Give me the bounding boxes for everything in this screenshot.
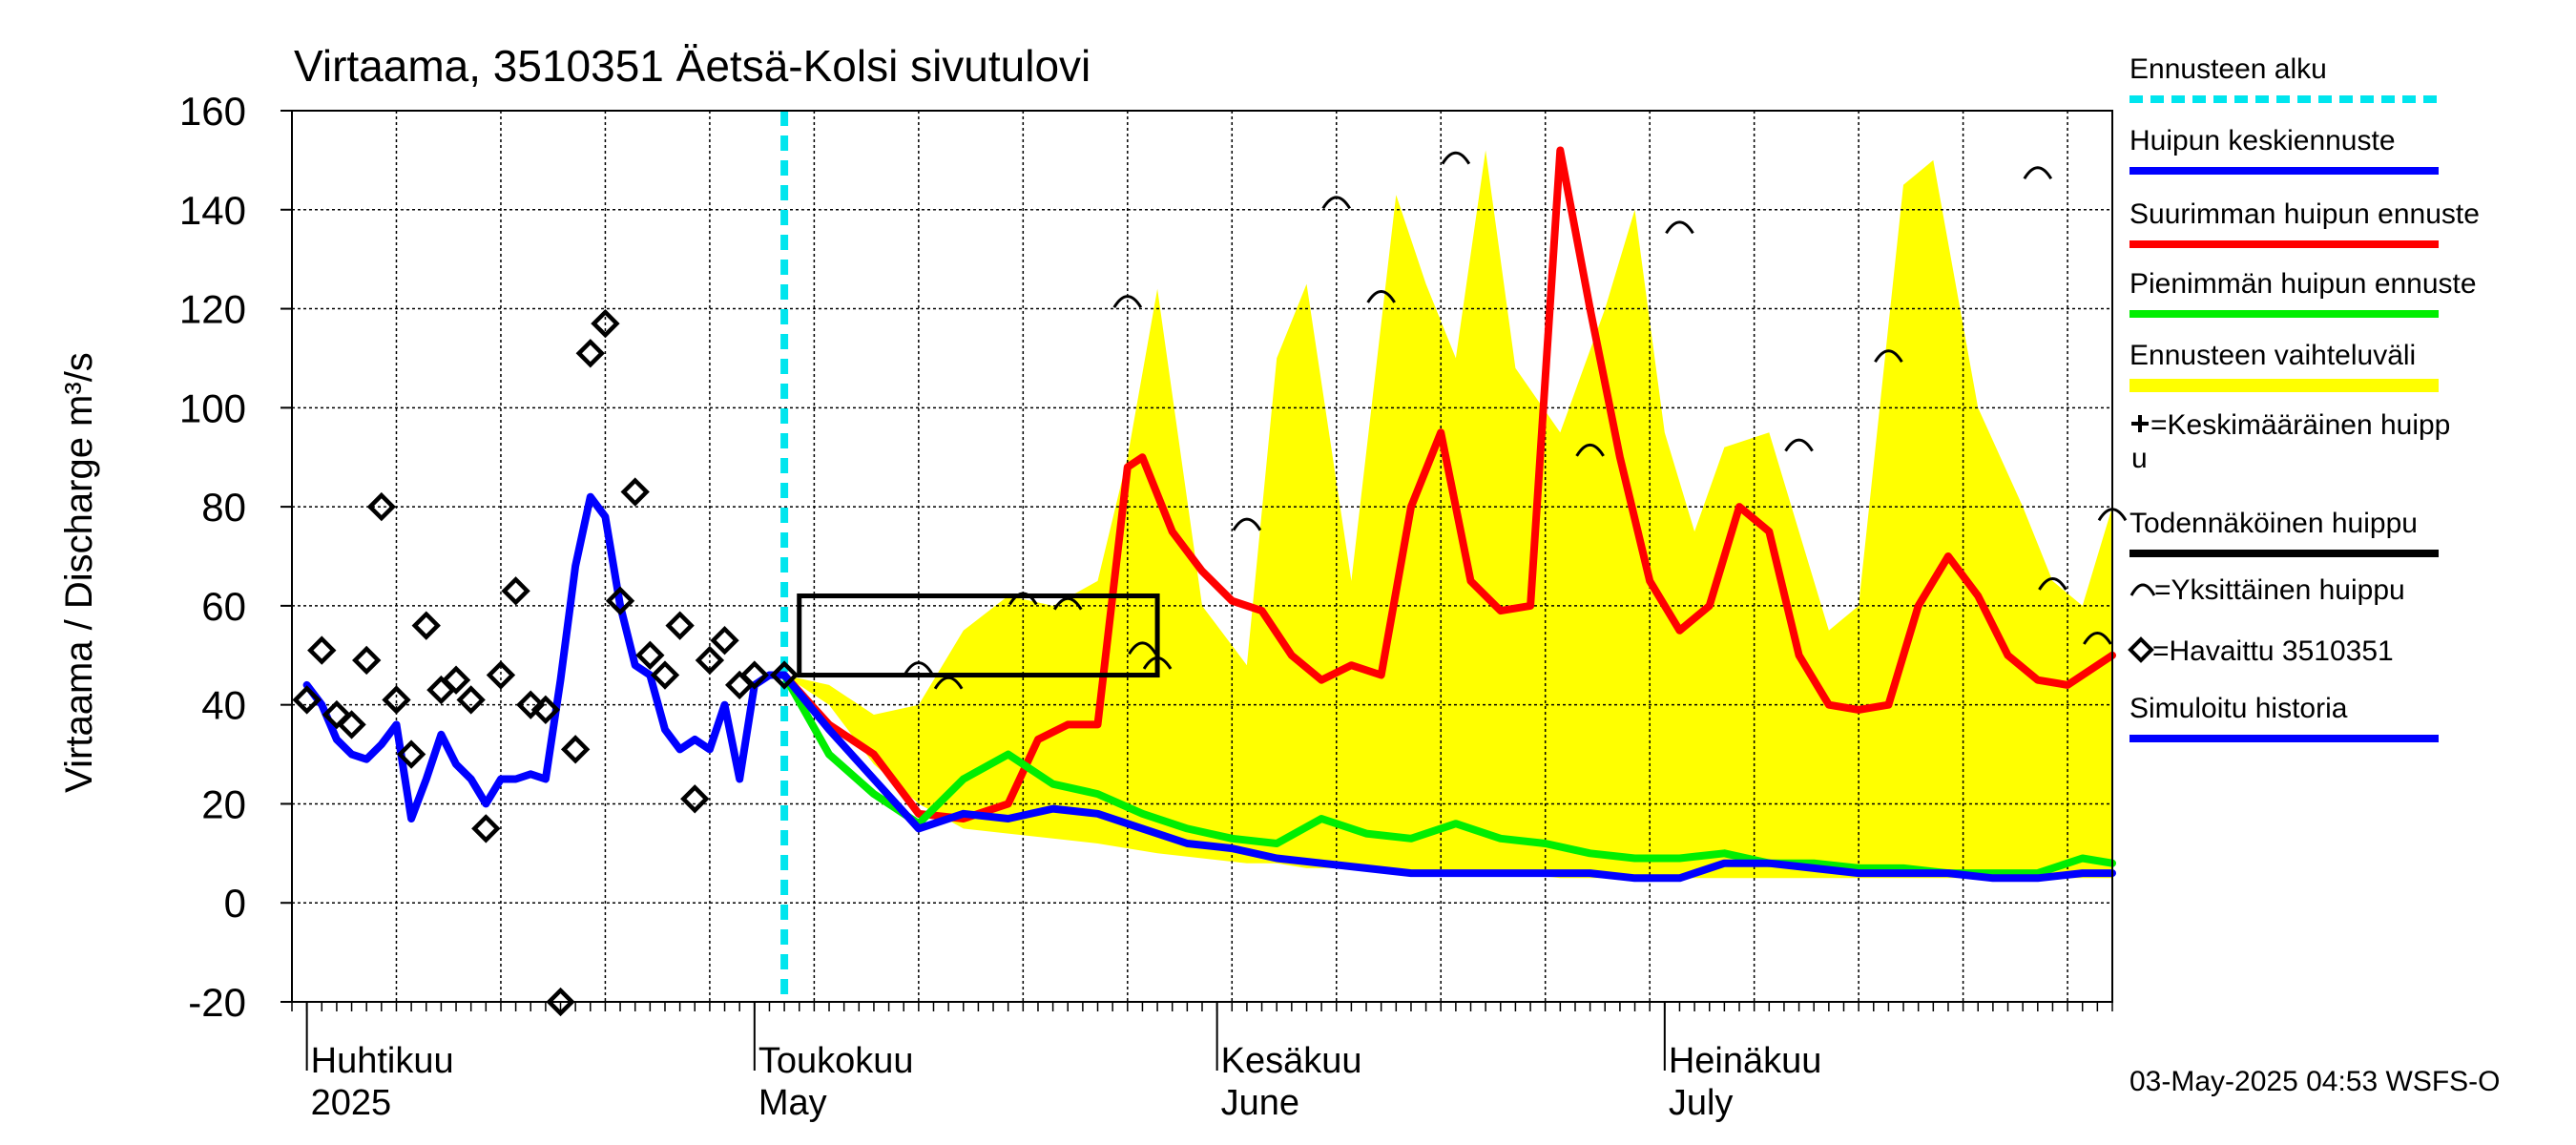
forecast-range-band-layer — [784, 150, 2112, 879]
probable-peak-box — [797, 593, 1160, 678]
single-peak-marker — [1232, 517, 1262, 531]
y-tick-label: 40 — [201, 683, 246, 728]
observed-point — [501, 576, 530, 606]
legend-label: Ennusteen alku — [2129, 53, 2327, 85]
chart-title: Virtaama, 3510351 Äetsä-Kolsi sivutulovi — [294, 41, 1091, 91]
y-tick-label: 160 — [179, 89, 246, 134]
legend-label: =Yksittäinen huippu — [2154, 574, 2405, 606]
month-label-en: May — [758, 1083, 827, 1123]
series-line — [780, 671, 2116, 883]
y-tick-label: 120 — [179, 287, 246, 332]
single-peak-marker — [1008, 592, 1038, 606]
legend-label: Simuloitu historia — [2129, 693, 2348, 724]
observed-point — [620, 477, 650, 507]
legend-symbol-diamond — [2128, 636, 2154, 663]
y-tick-label: 20 — [201, 781, 246, 826]
marker-layer — [292, 151, 2128, 1017]
single-peak-marker — [1052, 596, 1083, 611]
month-label-fi: Toukokuu — [758, 1041, 914, 1081]
single-peak-marker — [1366, 290, 1396, 303]
observed-point — [710, 626, 739, 656]
single-peak-marker — [1142, 656, 1173, 670]
y-tick-label: 60 — [201, 584, 246, 629]
observed-point — [396, 739, 426, 769]
month-label-en: 2025 — [311, 1083, 392, 1123]
series-layer — [302, 111, 2116, 1002]
single-peak-marker — [933, 676, 964, 690]
observed-point — [307, 635, 337, 665]
month-label-fi: Huhtikuu — [311, 1041, 454, 1081]
legend: Ennusteen alku Huipun keskiennuste Suurimm… — [2128, 53, 2480, 742]
y-tick-label: 0 — [224, 881, 246, 926]
y-tick-label: -20 — [188, 980, 246, 1025]
single-peak-marker — [904, 661, 934, 675]
y-axis-label: Virtaama / Discharge m³/s — [58, 352, 100, 793]
legend-label-wrap: u — [2131, 443, 2148, 474]
single-peak-marker — [2083, 632, 2112, 645]
observed-point — [366, 491, 397, 522]
observed-point — [575, 339, 605, 368]
series-line — [302, 492, 789, 822]
observed-point — [605, 586, 635, 615]
series-line — [780, 146, 2116, 822]
month-label-en: July — [1669, 1083, 1734, 1123]
observed-point — [530, 695, 561, 725]
single-peak-marker — [1665, 220, 1694, 235]
legend-label: Todennäköinen huippu — [2129, 508, 2418, 539]
observed-point — [337, 710, 366, 739]
forecast-range-band — [784, 150, 2112, 879]
plot-frame — [291, 110, 2113, 1003]
observed-point — [650, 660, 680, 690]
single-peak-marker — [1784, 438, 1814, 452]
legend-symbol-arc — [2129, 583, 2156, 596]
observed-point — [695, 645, 725, 676]
observed-point — [560, 735, 591, 764]
observed-point — [382, 685, 411, 715]
observed-point — [591, 308, 620, 339]
month-label-en: June — [1221, 1083, 1299, 1123]
y-tick-label: 80 — [201, 485, 246, 530]
single-peak-marker — [1112, 295, 1143, 308]
observed-point — [292, 685, 322, 715]
observed-point — [680, 784, 710, 814]
legend-label: Pienimmän huipun ennuste — [2129, 268, 2477, 300]
observed-point — [352, 645, 382, 676]
y-tick-label: 140 — [179, 188, 246, 233]
single-peak-marker — [2038, 576, 2067, 591]
observed-point — [471, 814, 501, 843]
observed-point — [769, 660, 800, 690]
legend-label: =Havaittu 3510351 — [2152, 635, 2394, 667]
observed-point — [516, 690, 546, 719]
single-peak-marker — [1874, 349, 1903, 364]
month-label-fi: Kesäkuu — [1221, 1041, 1362, 1081]
single-peak-marker — [1128, 641, 1157, 656]
observed-point — [665, 611, 695, 640]
series-line — [780, 671, 2116, 878]
timestamp: 03-May-2025 04:53 WSFS-O — [2129, 1066, 2501, 1097]
legend-label: =Keskimääräinen huipp — [2150, 409, 2450, 441]
observed-point — [411, 611, 441, 640]
observed-point — [486, 660, 516, 690]
observed-point — [441, 665, 471, 695]
month-label-fi: Heinäkuu — [1669, 1041, 1822, 1081]
observed-point — [456, 685, 486, 715]
legend-label: Ennusteen vaihteluväli — [2129, 340, 2416, 371]
single-peak-marker — [2023, 166, 2053, 180]
single-peak-marker — [1441, 151, 1471, 165]
legend-label: Huipun keskiennuste — [2129, 125, 2396, 156]
single-peak-marker — [1321, 196, 1352, 210]
single-peak-marker — [1575, 443, 1605, 457]
observed-point — [322, 699, 352, 730]
legend-label: Suurimman huipun ennuste — [2129, 198, 2480, 230]
y-tick-label: 100 — [179, 385, 246, 430]
observed-point — [635, 640, 665, 670]
observed-point — [739, 660, 770, 690]
observed-point — [546, 987, 575, 1017]
